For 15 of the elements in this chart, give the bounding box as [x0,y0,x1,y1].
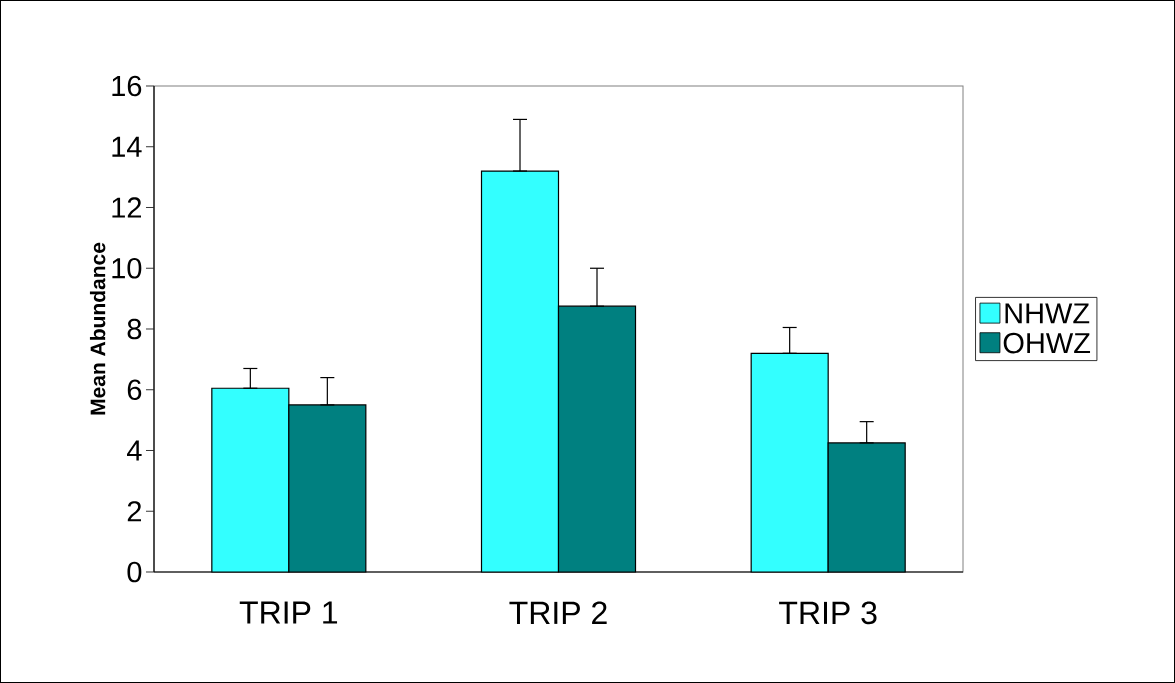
y-tick-label: 4 [127,440,142,461]
y-tick-label: 0 [127,561,142,583]
y-tick-label: 14 [112,136,142,157]
y-tick-label: 16 [112,75,142,97]
legend-label: NHWZ [1005,303,1090,324]
x-tick-label: TRIP 3 [779,601,877,625]
legend-label: OHWZ [1003,332,1091,354]
y-tick-label: 8 [127,318,142,340]
y-tick-label: 12 [112,197,141,218]
x-tick-label: TRIP 2 [509,601,607,624]
x-tick-label: TRIP 1 [239,601,338,624]
y-tick-label: 10 [112,257,142,279]
y-tick-label: 2 [127,501,141,522]
y-axis-title: Mean Abundance [89,242,106,415]
y-tick-label: 6 [127,379,142,401]
